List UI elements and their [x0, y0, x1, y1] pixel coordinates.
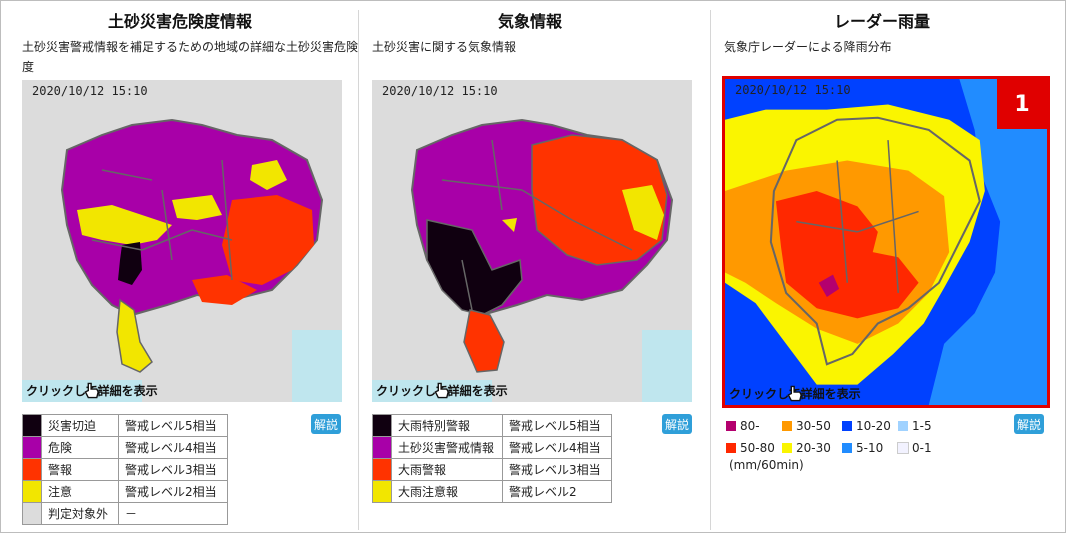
- legend-swatch: [782, 443, 792, 453]
- legend-item: 50-80: [726, 441, 775, 455]
- weather-info-timestamp: 2020/10/12 15:10: [382, 84, 498, 98]
- legend-label: 30-50: [796, 419, 831, 433]
- legend-label: 10-20: [856, 419, 891, 433]
- legend-swatch: [372, 458, 392, 481]
- legend-name: 判定対象外: [41, 502, 119, 525]
- pointing-hand-icon: [434, 382, 449, 399]
- legend-swatch: [22, 414, 42, 437]
- legend-item: 80-: [726, 419, 760, 433]
- radar-rain-timestamp: 2020/10/12 15:10: [735, 83, 851, 97]
- legend-swatch: [842, 421, 852, 431]
- legend-label: 5-10: [856, 441, 884, 455]
- radar-rain-badge: 1: [997, 79, 1047, 129]
- legend-item: 20-30: [782, 441, 831, 455]
- legend-swatch: [22, 502, 42, 525]
- radar-rain-detail-link[interactable]: クリックして詳細を表示: [729, 385, 861, 402]
- legend-level: 警戒レベル3相当: [118, 458, 228, 481]
- weather-info-title: 気象情報: [497, 12, 562, 31]
- legend-row: 大雨特別警報 警戒レベル5相当: [372, 414, 612, 437]
- radar-rain-title: レーダー雨量: [833, 12, 930, 31]
- legend-row: 大雨警報 警戒レベル3相当: [372, 458, 612, 481]
- pointing-hand-icon: [84, 382, 99, 399]
- legend-name: 大雨特別警報: [391, 414, 503, 437]
- legend-label: 50-80: [740, 441, 775, 455]
- legend-name: 注意: [41, 480, 119, 503]
- sediment-risk-description: 土砂災害警戒情報を補足するための地域の詳細な土砂災害危険度: [22, 40, 359, 74]
- weather-info-description: 土砂災害に関する気象情報: [372, 40, 517, 54]
- legend-swatch: [897, 442, 909, 454]
- legend-level: 警戒レベル5相当: [502, 414, 612, 437]
- legend-level: 警戒レベル3相当: [502, 458, 612, 481]
- sediment-risk-map[interactable]: 2020/10/12 15:10 クリックして詳細を表示: [22, 80, 342, 402]
- legend-swatch: [372, 436, 392, 459]
- legend-name: 災害切迫: [41, 414, 119, 437]
- legend-swatch: [898, 421, 908, 431]
- legend-swatch: [372, 480, 392, 503]
- legend-swatch: [782, 421, 792, 431]
- legend-row: 注意 警戒レベル2相当: [22, 480, 228, 503]
- legend-label: 80-: [740, 419, 760, 433]
- legend-name: 大雨注意報: [391, 480, 503, 503]
- legend-label: 0-1: [912, 441, 932, 455]
- legend-item: 10-20: [842, 419, 891, 433]
- legend-name: 警報: [41, 458, 119, 481]
- legend-swatch: [842, 443, 852, 453]
- sediment-risk-detail-link[interactable]: クリックして詳細を表示: [26, 382, 158, 399]
- legend-label: 1-5: [912, 419, 932, 433]
- weather-info-detail-link[interactable]: クリックして詳細を表示: [376, 382, 508, 399]
- legend-row: 判定対象外 －: [22, 502, 228, 525]
- legend-name: 危険: [41, 436, 119, 459]
- weather-info-explain-button[interactable]: 解説: [662, 414, 692, 434]
- legend-swatch: [726, 443, 736, 453]
- pointing-hand-icon: [787, 385, 802, 402]
- radar-rain-unit: (mm/60min): [729, 458, 804, 472]
- legend-label: 20-30: [796, 441, 831, 455]
- weather-info-panel: 気象情報 土砂災害に関する気象情報 2020/10/12 15:10 クリックし…: [360, 0, 700, 531]
- legend-row: 警報 警戒レベル3相当: [22, 458, 228, 481]
- legend-row: 災害切迫 警戒レベル5相当: [22, 414, 228, 437]
- legend-item: 30-50: [782, 419, 831, 433]
- legend-row: 危険 警戒レベル4相当: [22, 436, 228, 459]
- panel-divider: [710, 10, 711, 530]
- legend-swatch: [22, 458, 42, 481]
- panel-divider: [358, 10, 359, 530]
- legend-item: 0-1: [897, 441, 932, 455]
- legend-row: 大雨注意報 警戒レベル2: [372, 480, 612, 503]
- radar-rain-description: 気象庁レーダーによる降雨分布: [724, 40, 892, 54]
- radar-rain-panel: レーダー雨量 気象庁レーダーによる降雨分布 2020/10/12 15:10 1…: [712, 0, 1052, 531]
- legend-level: 警戒レベル5相当: [118, 414, 228, 437]
- weather-info-map[interactable]: 2020/10/12 15:10 クリックして詳細を表示: [372, 80, 692, 402]
- sediment-risk-panel: 土砂災害危険度情報 土砂災害警戒情報を補足するための地域の詳細な土砂災害危険度 …: [10, 0, 358, 531]
- radar-rain-explain-button[interactable]: 解説: [1014, 414, 1044, 434]
- legend-swatch: [726, 421, 736, 431]
- legend-level: 警戒レベル2相当: [118, 480, 228, 503]
- legend-swatch: [22, 480, 42, 503]
- legend-row: 土砂災害警戒情報 警戒レベル4相当: [372, 436, 612, 459]
- legend-level: －: [118, 502, 228, 525]
- radar-rain-map[interactable]: 2020/10/12 15:10 1 クリックして詳細を表示: [722, 76, 1050, 408]
- legend-item: 5-10: [842, 441, 883, 455]
- legend-level: 警戒レベル4相当: [118, 436, 228, 459]
- legend-level: 警戒レベル4相当: [502, 436, 612, 459]
- sediment-risk-title: 土砂災害危険度情報: [107, 12, 252, 31]
- sediment-risk-legend: 災害切迫 警戒レベル5相当 危険 警戒レベル4相当 警報 警戒レベル3相当 注意…: [22, 414, 228, 525]
- legend-name: 土砂災害警戒情報: [391, 436, 503, 459]
- legend-swatch: [372, 414, 392, 437]
- sediment-risk-explain-button[interactable]: 解説: [311, 414, 341, 434]
- legend-name: 大雨警報: [391, 458, 503, 481]
- legend-level: 警戒レベル2: [502, 480, 612, 503]
- sediment-risk-timestamp: 2020/10/12 15:10: [32, 84, 148, 98]
- weather-info-legend: 大雨特別警報 警戒レベル5相当 土砂災害警戒情報 警戒レベル4相当 大雨警報 警…: [372, 414, 612, 503]
- legend-item: 1-5: [898, 419, 932, 433]
- legend-swatch: [22, 436, 42, 459]
